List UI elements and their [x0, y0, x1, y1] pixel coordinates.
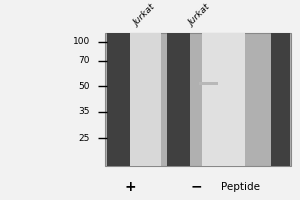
Bar — [105, 33, 291, 166]
Bar — [128, 33, 160, 166]
Bar — [167, 33, 190, 166]
Text: +: + — [125, 180, 136, 194]
Text: −: − — [191, 180, 202, 194]
Bar — [199, 82, 218, 85]
Bar — [271, 33, 290, 166]
Text: 100: 100 — [73, 37, 90, 46]
Text: Peptide: Peptide — [220, 182, 260, 192]
Text: 35: 35 — [79, 107, 90, 116]
Text: Jurkat: Jurkat — [188, 3, 212, 28]
Bar — [202, 33, 245, 166]
Text: 70: 70 — [79, 56, 90, 65]
Text: 25: 25 — [79, 134, 90, 143]
Text: Jurkat: Jurkat — [132, 3, 157, 28]
Text: 50: 50 — [79, 82, 90, 91]
Bar — [107, 33, 130, 166]
